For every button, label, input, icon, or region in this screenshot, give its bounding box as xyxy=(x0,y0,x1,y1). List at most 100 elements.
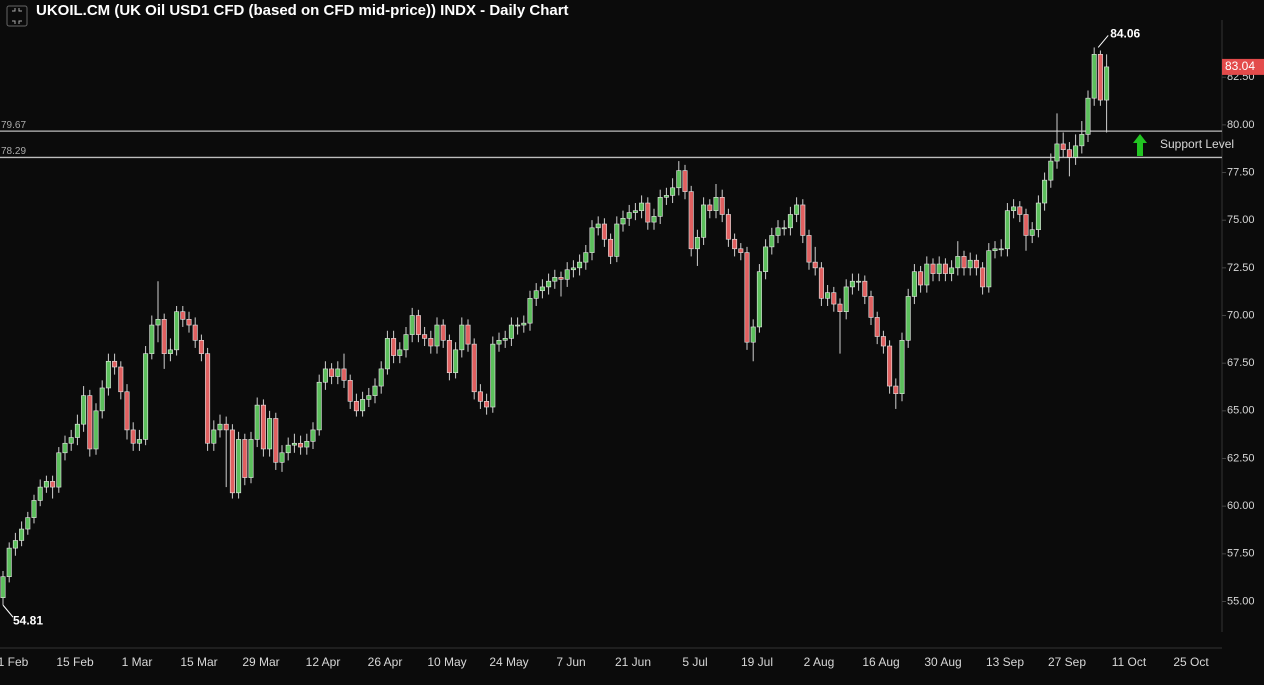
candle-body xyxy=(570,267,576,271)
candle-body xyxy=(136,439,142,444)
candle-body xyxy=(1079,134,1085,147)
candle-body xyxy=(161,319,167,354)
candle-body xyxy=(1104,66,1110,101)
candle-body xyxy=(632,210,638,213)
low-label: 54.81 xyxy=(13,613,43,627)
candle-body xyxy=(769,235,775,248)
candle-body xyxy=(477,391,483,402)
y-tick-label: 77.50 xyxy=(1227,166,1255,178)
candle-body xyxy=(273,418,279,463)
x-tick-label: 15 Mar xyxy=(180,655,217,669)
candle-body xyxy=(316,381,322,431)
candle-body xyxy=(353,401,359,412)
x-tick-label: 7 Jun xyxy=(556,655,585,669)
candle-body xyxy=(502,338,508,341)
candle-body xyxy=(198,339,204,354)
y-tick-label: 67.50 xyxy=(1227,357,1255,369)
x-tick-label: 15 Feb xyxy=(56,655,94,669)
candle-body xyxy=(1091,54,1097,99)
candle-body xyxy=(682,170,688,192)
candle-body xyxy=(744,252,750,343)
candle-body xyxy=(973,259,979,269)
candle-body xyxy=(1066,149,1072,158)
candle-body xyxy=(862,280,868,297)
candle-body xyxy=(422,334,428,339)
candle-body xyxy=(527,298,533,324)
y-tick-label: 72.50 xyxy=(1227,262,1255,274)
candle-body xyxy=(1048,160,1054,181)
candle-body xyxy=(831,292,837,305)
candle-body xyxy=(329,368,335,377)
expand-icon[interactable] xyxy=(6,5,28,27)
candle-body xyxy=(440,324,446,341)
x-tick-label: 13 Sep xyxy=(986,655,1024,669)
candle-body xyxy=(552,277,558,282)
y-tick-label: 60.00 xyxy=(1227,500,1255,512)
candle-body xyxy=(1073,145,1079,158)
candle-body xyxy=(1035,202,1041,231)
candle-body xyxy=(626,212,632,219)
candle-body xyxy=(849,280,855,288)
candle-body xyxy=(205,353,211,444)
candle-body xyxy=(601,223,607,240)
x-tick-label: 30 Aug xyxy=(924,655,961,669)
candle-body xyxy=(825,292,831,299)
candle-body xyxy=(905,296,911,341)
candle-body xyxy=(620,217,626,225)
candle-body xyxy=(856,280,862,283)
price-tag xyxy=(1222,58,1264,75)
support-value-label: 79.67 xyxy=(1,120,26,131)
candle-body xyxy=(99,387,105,412)
candle-body xyxy=(577,261,583,269)
candle-body xyxy=(291,442,297,446)
chart-title: UKOIL.CM (UK Oil USD1 CFD (based on CFD … xyxy=(36,2,569,19)
candle-body xyxy=(180,311,186,320)
candle-body xyxy=(384,338,390,370)
candle-body xyxy=(967,259,973,269)
x-tick-label: 10 May xyxy=(427,655,466,669)
price-tag-label: 83.04 xyxy=(1225,59,1255,73)
candle-body xyxy=(391,338,397,356)
x-tick-label: 27 Sep xyxy=(1048,655,1086,669)
candle-body xyxy=(707,204,713,211)
candle-body xyxy=(1060,143,1066,150)
candle-body xyxy=(415,315,421,335)
candle-body xyxy=(25,517,31,530)
candle-body xyxy=(713,197,719,211)
candle-body xyxy=(211,429,217,444)
candle-body xyxy=(378,368,384,387)
candle-body xyxy=(992,248,998,251)
candle-body xyxy=(347,380,353,402)
candle-body xyxy=(143,353,149,440)
candle-body xyxy=(725,214,731,240)
candle-body xyxy=(87,395,93,450)
candle-body xyxy=(236,439,242,494)
candle-body xyxy=(174,311,180,351)
candle-body xyxy=(130,429,136,444)
candle-body xyxy=(763,246,769,272)
candle-body xyxy=(818,267,824,299)
candle-body xyxy=(887,345,893,387)
candle-body xyxy=(267,418,273,450)
candle-body xyxy=(806,235,812,263)
candle-body xyxy=(1023,214,1029,236)
candle-body xyxy=(279,452,285,463)
candle-body xyxy=(6,547,12,578)
x-tick-label: 2 Aug xyxy=(804,655,835,669)
candle-body xyxy=(310,429,316,442)
expand-icon-glyph xyxy=(12,8,22,24)
candle-body xyxy=(688,191,694,250)
candle-body xyxy=(446,339,452,374)
support-value-label: 78.29 xyxy=(1,146,26,157)
candle-body xyxy=(843,286,849,313)
candle-body xyxy=(217,423,223,431)
candle-body xyxy=(186,319,192,326)
candle-body xyxy=(794,204,800,215)
candle-body xyxy=(248,439,254,478)
candle-body xyxy=(254,404,260,440)
candle-body xyxy=(409,315,415,335)
candle-body xyxy=(31,500,37,518)
candle-body xyxy=(874,317,880,337)
x-tick-label: 26 Apr xyxy=(368,655,403,669)
high-leader xyxy=(1097,35,1109,48)
